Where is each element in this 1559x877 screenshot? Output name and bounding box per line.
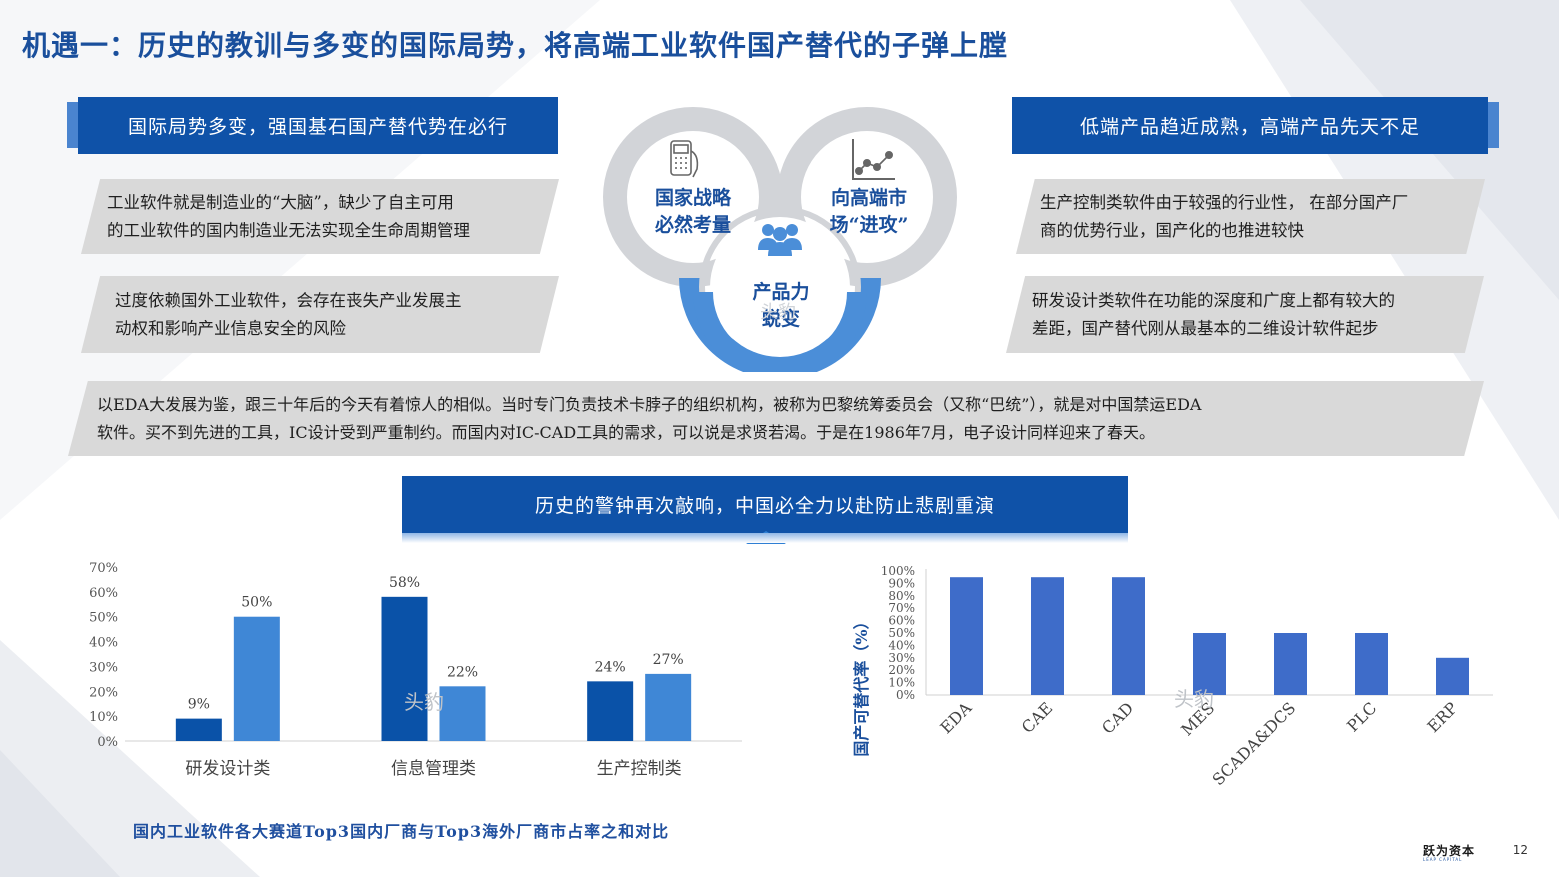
bar bbox=[645, 673, 692, 741]
y-tick-label: 60% bbox=[888, 614, 915, 628]
x-tick-label: 信息管理类 bbox=[391, 759, 476, 779]
center-banner: 历史的警钟再次敲响，中国必全力以赴防止悲剧重演 bbox=[402, 476, 1128, 533]
y-tick-label: 20% bbox=[89, 685, 118, 700]
y-tick-label: 50% bbox=[89, 611, 118, 626]
circle-high-end-market bbox=[777, 107, 957, 287]
left-point-1-line2: 的工业软件的国内制造业无法实现全生命周期管理 bbox=[107, 220, 470, 240]
bar bbox=[233, 616, 280, 741]
bar bbox=[1193, 633, 1226, 695]
circle2-label: 向高端市 场“进攻” bbox=[806, 185, 932, 239]
y-tick-label: 30% bbox=[89, 660, 118, 675]
bar bbox=[1112, 577, 1145, 695]
right-banner: 低端产品趋近成熟，高端产品先天不足 bbox=[1012, 97, 1488, 154]
circle3-line1: 产品力 bbox=[752, 281, 810, 303]
y-tick-label: 20% bbox=[888, 663, 915, 677]
y-tick-label: 90% bbox=[888, 576, 915, 590]
left-point-1-line1: 工业软件就是制造业的“大脑”，缺少了自主可用 bbox=[107, 192, 454, 212]
x-tick-label: EDA bbox=[936, 698, 975, 737]
x-tick-label: PLC bbox=[1343, 698, 1380, 735]
x-tick-label: SCADA&DCS bbox=[1209, 698, 1300, 789]
right-point-2: 研发设计类软件在功能的深度和广度上都有较大的 差距，国产替代刚从最基本的二维设计… bbox=[1006, 276, 1484, 353]
bar bbox=[950, 577, 983, 695]
bar bbox=[381, 596, 428, 741]
data-label: 58% bbox=[389, 575, 420, 591]
right-point-1-line2: 商的优势行业，国产化的也推进较快 bbox=[1040, 220, 1304, 240]
right-point-2-line2: 差距，国产替代刚从最基本的二维设计软件起步 bbox=[1032, 318, 1379, 338]
y-tick-label: 0% bbox=[97, 735, 118, 750]
x-tick-label: CAD bbox=[1098, 698, 1137, 737]
y-tick-label: 40% bbox=[888, 638, 915, 652]
watermark-1: 头豹 bbox=[404, 690, 444, 714]
circle1-line2: 必然考量 bbox=[654, 214, 731, 236]
circle1-label: 国家战略 必然考量 bbox=[630, 185, 756, 239]
y-tick-label: 0% bbox=[896, 688, 915, 702]
chart-substitution-rate: 0%10%20%30%40%50%60%70%80%90%100% EDA CAE C… bbox=[852, 564, 1493, 789]
data-label: 50% bbox=[241, 595, 272, 611]
line-chart-icon bbox=[852, 139, 895, 180]
left-point-2: 过度依赖国外工业软件，会存在丧失产业发展主 动权和影响产业信息安全的风险 bbox=[81, 276, 559, 353]
y-tick-label: 70% bbox=[89, 561, 118, 576]
x-tick-label: ERP bbox=[1423, 698, 1461, 736]
data-label: 24% bbox=[595, 659, 626, 675]
left-banner-accent bbox=[67, 102, 81, 148]
y-tick-label: 10% bbox=[89, 710, 118, 725]
x-tick-label: CAE bbox=[1018, 698, 1057, 737]
right-point-1: 生产控制类软件由于较强的行业性， 在部分国产厂 商的优势行业，国产化的也推进较快 bbox=[1016, 179, 1485, 254]
circle1-line1: 国家战略 bbox=[654, 187, 731, 209]
left-point-1: 工业软件就是制造业的“大脑”，缺少了自主可用 的工业软件的国内制造业无法实现全生… bbox=[81, 179, 559, 254]
bar bbox=[1031, 577, 1064, 695]
bar bbox=[175, 718, 222, 741]
y-tick-label: 80% bbox=[888, 589, 915, 603]
logo-sub: LEAP CAPITAL bbox=[1423, 857, 1463, 862]
bar bbox=[587, 681, 634, 741]
left-point-2-line2: 动权和影响产业信息安全的风险 bbox=[115, 318, 346, 338]
watermark-3: 头豹 bbox=[760, 302, 796, 323]
circle2-line1: 向高端市 bbox=[830, 187, 907, 209]
left-point-2-line1: 过度依赖国外工业软件，会存在丧失产业发展主 bbox=[115, 290, 462, 310]
y-axis-title: 国产可替代率（%） bbox=[852, 613, 871, 756]
x-tick-label: 研发设计类 bbox=[185, 759, 270, 779]
circle-national-strategy bbox=[603, 107, 783, 287]
chart-market-share: 0% 10% 20% 30% 40% 50% 60% 70% 9% 50% 研发设计类 58% 22% 信… bbox=[89, 561, 742, 779]
y-tick-label: 60% bbox=[89, 586, 118, 601]
bar bbox=[1355, 633, 1388, 695]
team-icon bbox=[758, 224, 802, 256]
bar bbox=[1274, 633, 1307, 695]
pos-terminal-icon bbox=[670, 140, 699, 178]
company-logo: 跃为资本 LEAP CAPITAL bbox=[1423, 842, 1475, 862]
y-tick-label: 10% bbox=[888, 676, 915, 690]
circle3-label: 产品力 蜕变 bbox=[718, 279, 844, 333]
bar bbox=[1436, 657, 1469, 695]
strategy-circles bbox=[603, 107, 957, 372]
logo-name: 跃为资本 bbox=[1423, 844, 1476, 858]
data-label: 22% bbox=[447, 664, 478, 680]
circle3-line2: 蜕变 bbox=[761, 308, 800, 330]
chart-footnote: 国内工业软件各大赛道Top3国内厂商与Top3海外厂商市占率之和对比 bbox=[133, 822, 670, 841]
y-tick-label: 100% bbox=[881, 564, 915, 578]
right-point-1-line1: 生产控制类软件由于较强的行业性， 在部分国产厂 bbox=[1040, 192, 1409, 212]
data-label: 9% bbox=[188, 697, 210, 713]
y-tick-label: 50% bbox=[888, 626, 915, 640]
center-banner-shadow bbox=[402, 533, 1128, 543]
eda-history-note: 以EDA大发展为鉴，跟三十年后的今天有着惊人的相似。当时专门负责技术卡脖子的组织… bbox=[68, 381, 1484, 456]
eda-note-line1: 以EDA大发展为鉴，跟三十年后的今天有着惊人的相似。当时专门负责技术卡脖子的组织… bbox=[97, 394, 1202, 414]
y-tick-label: 40% bbox=[89, 636, 118, 651]
y-tick-label: 70% bbox=[888, 601, 915, 615]
page-title: 机遇一：历史的教训与多变的国际局势，将高端工业软件国产替代的子弹上膛 bbox=[22, 29, 1009, 62]
right-banner-accent bbox=[1485, 102, 1499, 148]
y-tick-label: 30% bbox=[888, 651, 915, 665]
page-number: 12 bbox=[1512, 843, 1528, 857]
eda-note-line2: 软件。买不到先进的工具，IC设计受到严重制约。而国内对IC-CAD工具的需求，可… bbox=[97, 422, 1156, 442]
data-label: 27% bbox=[653, 652, 684, 668]
bar bbox=[439, 686, 486, 741]
x-tick-label: 生产控制类 bbox=[597, 759, 682, 779]
left-banner: 国际局势多变，强国基石国产替代势在必行 bbox=[78, 97, 558, 154]
watermark-2: 头豹 bbox=[1174, 687, 1214, 711]
right-point-2-line1: 研发设计类软件在功能的深度和广度上都有较大的 bbox=[1032, 290, 1395, 310]
circle2-line2: 场“进攻” bbox=[829, 214, 909, 236]
